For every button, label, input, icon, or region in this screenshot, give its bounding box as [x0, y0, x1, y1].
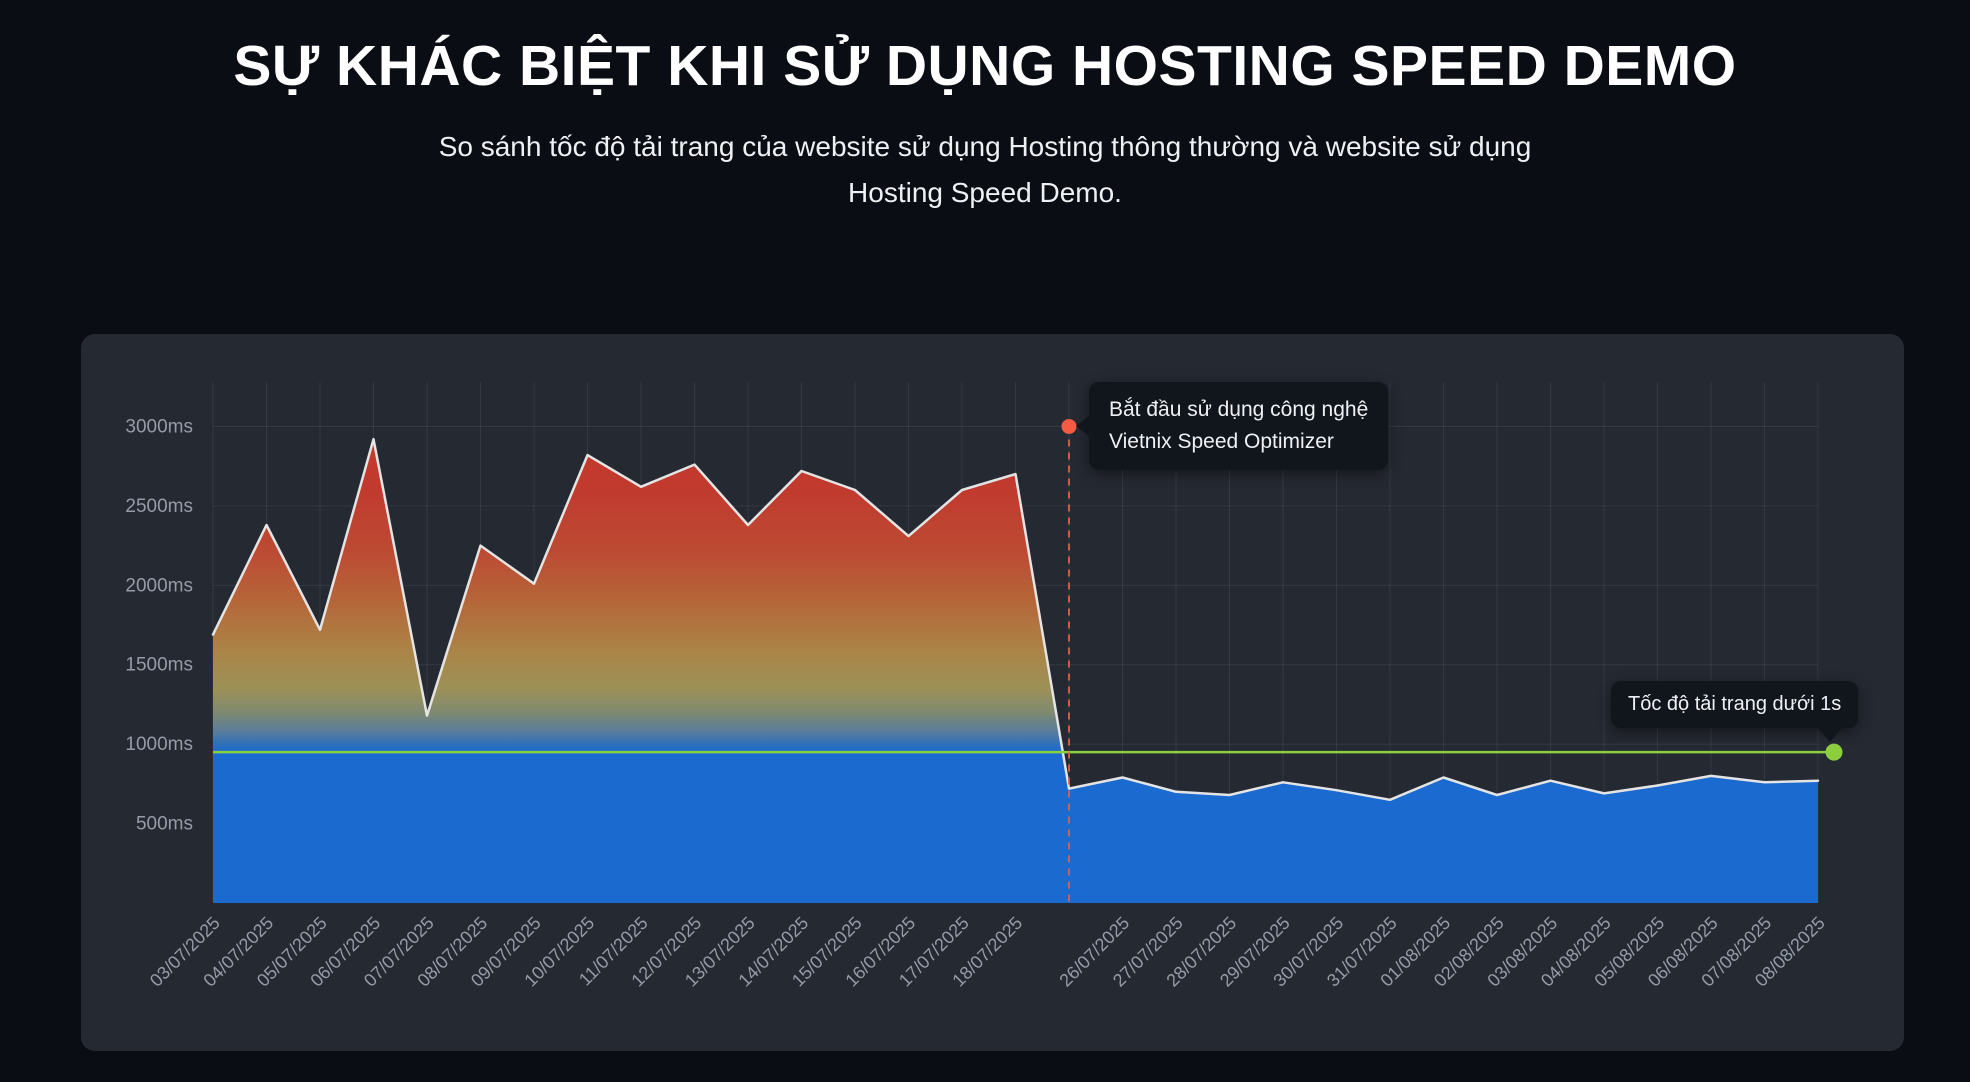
tooltip-pointer-left-icon	[1076, 415, 1090, 437]
y-tick-label: 1500ms	[125, 655, 193, 676]
y-tick-label: 1000ms	[125, 734, 193, 755]
y-axis-labels: 500ms 1000ms 1500ms 2000ms 2500ms 3000ms	[125, 416, 193, 834]
subtitle-line-1: So sánh tốc độ tải trang của website sử …	[438, 130, 1532, 162]
area-fill	[213, 439, 1818, 903]
y-tick-label: 2000ms	[125, 575, 193, 596]
annotation-marker-dot	[1061, 418, 1077, 434]
page-subtitle: So sánh tốc độ tải trang của website sử …	[0, 124, 1970, 216]
page-title: SỰ KHÁC BIỆT KHI SỬ DỤNG HOSTING SPEED D…	[233, 34, 1737, 98]
optimizer-tooltip-line-2: Vietnix Speed Optimizer	[1109, 430, 1334, 453]
threshold-tooltip: Tốc độ tải trang dưới 1s	[1611, 681, 1859, 742]
threshold-end-dot	[1825, 743, 1843, 761]
speed-chart: 500ms 1000ms 1500ms 2000ms 2500ms 3000ms 03/07…	[125, 382, 1843, 991]
subtitle-line-2: Hosting Speed Demo.	[848, 176, 1122, 208]
y-tick-label: 500ms	[136, 814, 193, 835]
y-tick-label: 3000ms	[125, 416, 193, 437]
speed-comparison-card: 500ms 1000ms 1500ms 2000ms 2500ms 3000ms 03/07…	[81, 334, 1904, 1051]
x-axis-labels: 03/07/202504/07/202505/07/202506/07/2025…	[146, 913, 1829, 991]
y-tick-label: 2500ms	[125, 496, 193, 517]
tooltip-pointer-down-icon	[1817, 727, 1843, 742]
optimizer-annotation-tooltip: Bắt đầu sử dụng công nghệ Vietnix Speed …	[1076, 382, 1389, 470]
threshold-tooltip-label: Tốc độ tải trang dưới 1s	[1628, 693, 1842, 715]
data-line	[211, 437, 1820, 802]
optimizer-tooltip-line-1: Bắt đầu sử dụng công nghệ	[1109, 398, 1369, 421]
